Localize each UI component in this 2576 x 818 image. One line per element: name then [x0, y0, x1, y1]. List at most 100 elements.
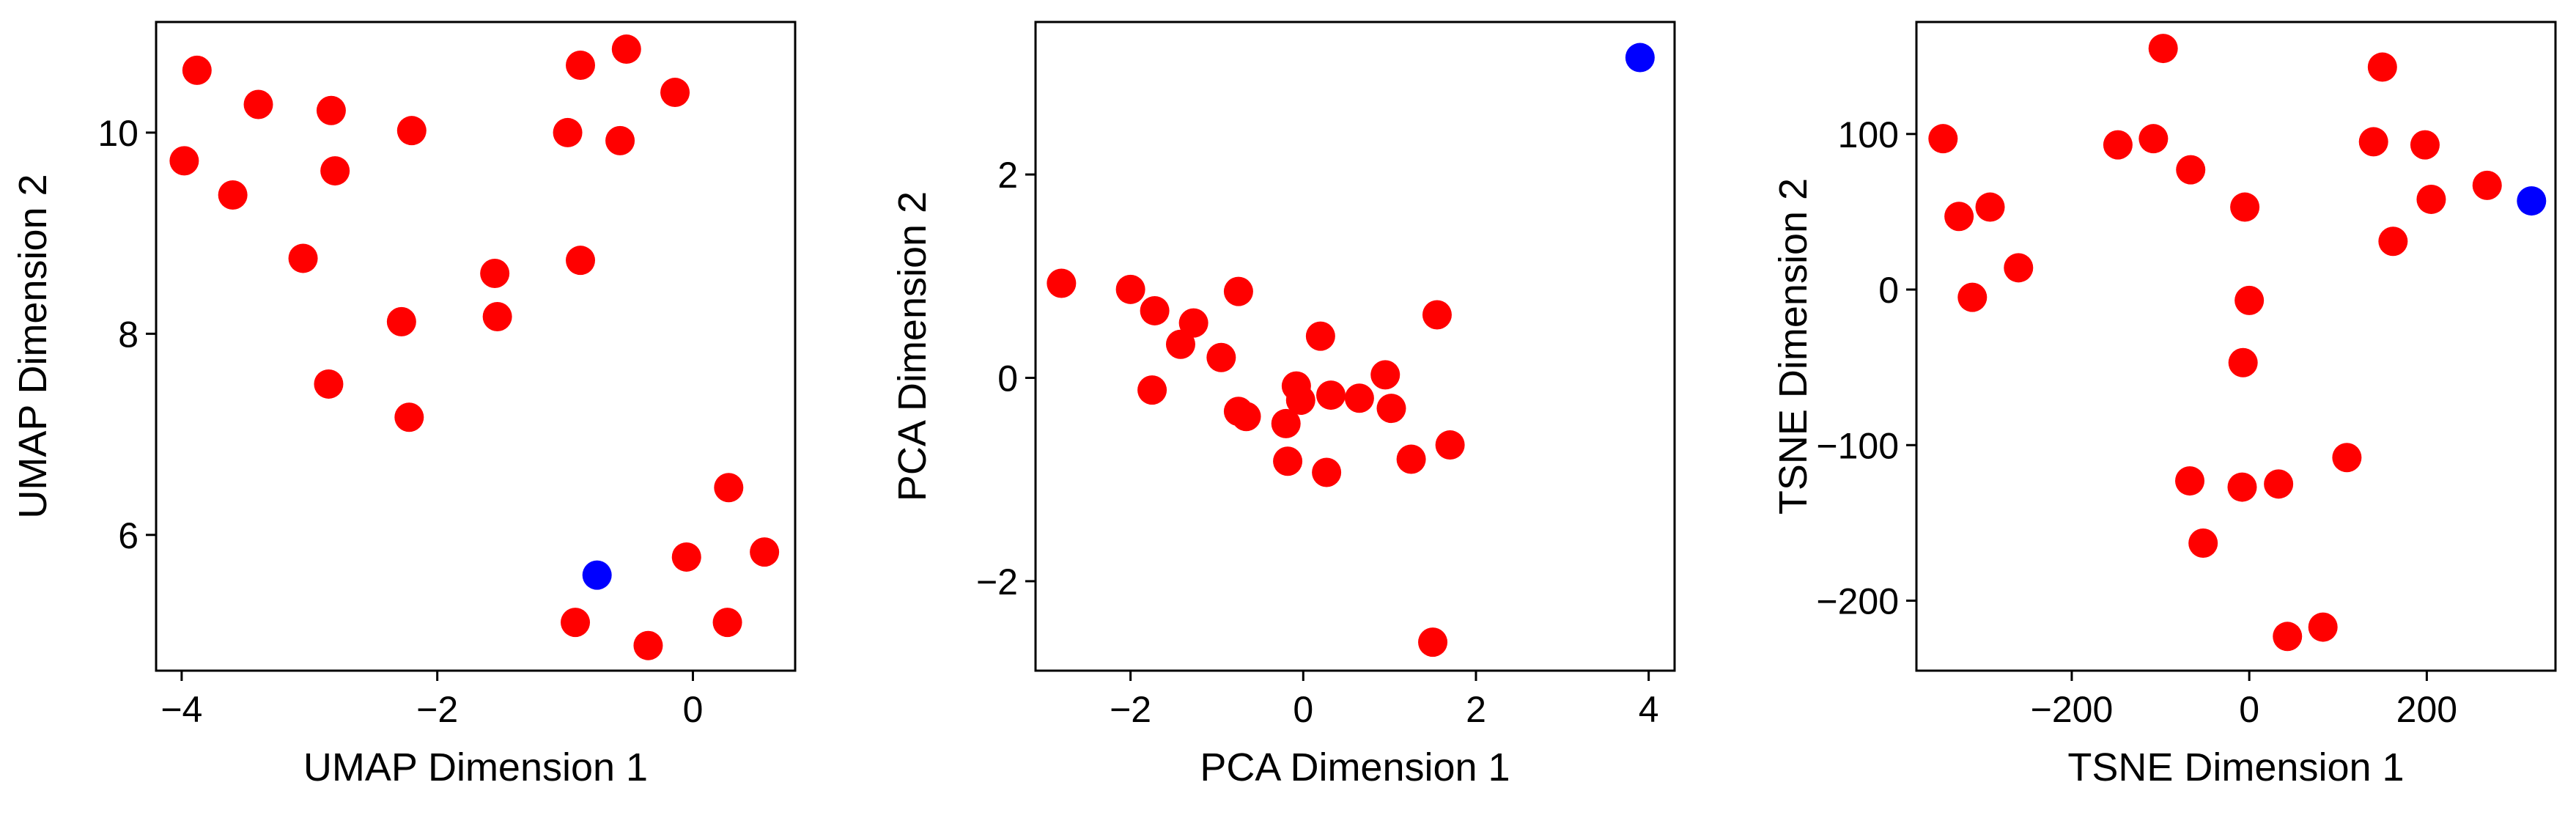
data-point [1316, 380, 1346, 410]
data-point [2227, 472, 2257, 502]
data-point [750, 537, 780, 567]
data-point [2308, 612, 2338, 642]
data-point [1312, 457, 1342, 487]
panel-umap: −4 −2 0 6 8 10 UMAP Dimension 1 UMAP Dimension … [11, 21, 797, 789]
data-point [1422, 300, 1452, 330]
data-point [2416, 184, 2446, 214]
data-point [394, 402, 424, 432]
y-tick-label: −2 [976, 561, 1018, 603]
data-point [169, 146, 199, 176]
data-point [243, 89, 273, 119]
y-tick-label: 6 [118, 515, 139, 556]
data-point [611, 34, 641, 65]
data-point [1273, 446, 1303, 476]
data-point [2358, 127, 2388, 157]
data-point [1137, 375, 1167, 405]
data-point [1047, 268, 1077, 298]
data-point [553, 117, 583, 147]
data-point [2228, 347, 2258, 377]
data-point [566, 51, 596, 80]
data-point [2148, 34, 2178, 64]
x-axis-label: PCA Dimension 1 [1200, 745, 1510, 789]
data-point [2332, 443, 2362, 473]
x-tick-label: 2 [1466, 689, 1486, 730]
x-tick-label: 0 [683, 689, 704, 730]
data-point [1115, 274, 1145, 304]
y-tick-label: 0 [997, 358, 1018, 399]
data-point [1396, 444, 1426, 474]
data-point [605, 125, 635, 155]
x-axis-label: TSNE Dimension 1 [2067, 745, 2404, 789]
data-point [566, 246, 596, 276]
data-point [1165, 329, 1195, 359]
data-point [561, 608, 591, 638]
x-tick-label: −4 [160, 689, 202, 730]
data-point [218, 180, 248, 210]
y-axis-label: TSNE Dimension 2 [1771, 178, 1815, 515]
data-point [2138, 124, 2169, 154]
data-point [396, 116, 427, 146]
data-point [1944, 202, 1974, 232]
data-point [2410, 130, 2440, 160]
data-point [1285, 386, 1315, 416]
data-point [1178, 308, 1208, 338]
data-point [1376, 394, 1406, 424]
data-point [182, 55, 212, 85]
panel-tsne: −200 0 200 −200 −100 0 100 TSNE Dimension 1 TSNE… [1771, 21, 2557, 789]
data-point [1418, 627, 1448, 657]
x-tick-label: −2 [416, 689, 458, 730]
data-point [2103, 130, 2133, 160]
data-point [1370, 360, 1400, 390]
data-point [316, 95, 346, 125]
data-point [633, 630, 663, 660]
x-tick-label: 200 [2396, 689, 2457, 730]
x-tick-label: 4 [1639, 689, 1659, 730]
data-point [1231, 402, 1261, 432]
y-tick-label: −100 [1816, 425, 1899, 466]
data-point [714, 473, 744, 503]
data-point [712, 608, 742, 638]
x-tick-label: 0 [1293, 689, 1313, 730]
data-point [320, 156, 350, 186]
data-point [482, 302, 512, 332]
data-point [1223, 276, 1253, 306]
data-point [2230, 192, 2260, 222]
data-point [2264, 469, 2294, 499]
x-axis-label: UMAP Dimension 1 [303, 745, 648, 789]
data-point [1271, 408, 1301, 438]
y-tick-label: 10 [97, 113, 139, 154]
data-point [386, 306, 416, 336]
data-point [1928, 124, 1958, 154]
data-point [2175, 466, 2205, 496]
plot-frame [1915, 21, 2557, 672]
data-point [1206, 342, 1236, 372]
data-point [2004, 253, 2034, 283]
data-point [1435, 430, 1465, 460]
highlight-point [2517, 186, 2547, 216]
x-tick-label: 0 [2239, 689, 2259, 730]
y-axis-label: UMAP Dimension 2 [11, 174, 55, 518]
highlight-point [1625, 43, 1655, 73]
data-point [2367, 52, 2397, 82]
data-point [1957, 282, 1988, 312]
x-tick-label: −2 [1110, 689, 1151, 730]
highlight-point [582, 560, 612, 590]
y-tick-label: −200 [1816, 581, 1899, 622]
data-point [2472, 170, 2502, 200]
y-tick-label: 100 [1838, 114, 1899, 155]
data-point [2234, 285, 2265, 315]
data-point [314, 369, 344, 399]
y-tick-label: 2 [997, 155, 1018, 196]
y-tick-label: 0 [1878, 270, 1899, 311]
data-point [480, 259, 510, 289]
data-point [1140, 295, 1170, 325]
plot-frame [1034, 21, 1676, 672]
data-point [2188, 528, 2218, 558]
data-point [1344, 383, 1374, 413]
data-point [2273, 622, 2303, 652]
data-point [1975, 192, 2005, 222]
data-point [671, 542, 701, 572]
plot-frame [155, 21, 797, 672]
data-point [2378, 226, 2408, 257]
